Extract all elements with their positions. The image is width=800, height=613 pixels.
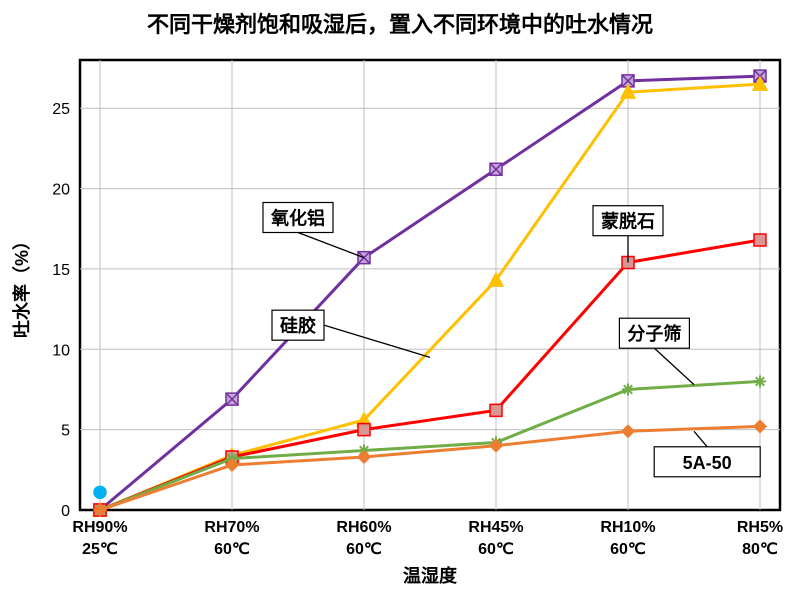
- y-tick-label: 10: [52, 342, 70, 359]
- y-tick-label: 15: [52, 262, 70, 279]
- callout-leader: [298, 233, 364, 258]
- x-tick-sublabel: 60℃: [346, 541, 382, 558]
- y-tick-label: 20: [52, 182, 70, 199]
- callout-leader: [694, 431, 707, 447]
- callout-label: 5A-50: [683, 453, 732, 473]
- y-tick-label: 5: [61, 423, 70, 440]
- callout-分子筛: 分子筛: [619, 318, 694, 384]
- x-axis-label: 温湿度: [403, 565, 458, 586]
- x-tick-sublabel: 80℃: [742, 541, 778, 558]
- callout-leader: [654, 348, 694, 384]
- y-axis-label: 吐水率（%）: [11, 232, 32, 338]
- chart-title: 不同干燥剂饱和吸湿后，置入不同环境中的吐水情况: [147, 12, 653, 37]
- y-tick-label: 25: [52, 101, 70, 118]
- x-tick-sublabel: 60℃: [478, 541, 514, 558]
- callout-氧化铝: 氧化铝: [263, 203, 364, 258]
- y-tick-label: 0: [61, 503, 70, 520]
- callout-leader: [324, 325, 430, 357]
- callout-label: 分子筛: [627, 323, 681, 344]
- plot-border: [80, 60, 780, 510]
- callout-label: 蒙脱石: [601, 211, 655, 232]
- x-tick-label: RH5%: [737, 519, 783, 536]
- callout-label: 硅胶: [280, 315, 316, 336]
- callout-5A-50: 5A-50: [654, 431, 760, 477]
- callout-蒙脱石: 蒙脱石: [593, 206, 663, 263]
- x-tick-label: RH90%: [72, 519, 127, 536]
- series-line: [100, 76, 760, 510]
- x-tick-label: RH10%: [600, 519, 655, 536]
- x-tick-sublabel: 60℃: [610, 541, 646, 558]
- callout-label: 氧化铝: [270, 208, 325, 229]
- series-line: [100, 381, 760, 510]
- series-分子筛: [94, 375, 766, 516]
- chart-container: 不同干燥剂饱和吸湿后，置入不同环境中的吐水情况 0 5 10 15 20 25 RH90% 25…: [0, 0, 800, 613]
- extra-marker: [94, 486, 106, 498]
- chart-svg: 不同干燥剂饱和吸湿后，置入不同环境中的吐水情况 0 5 10 15 20 25 RH90% 25…: [0, 0, 800, 613]
- x-tick-label: RH60%: [336, 519, 391, 536]
- x-tick-sublabel: 60℃: [214, 541, 250, 558]
- x-tick-label: RH70%: [204, 519, 259, 536]
- x-tick-label: RH45%: [468, 519, 523, 536]
- x-tick-sublabel: 25℃: [82, 541, 118, 558]
- callout-硅胶: 硅胶: [272, 310, 430, 357]
